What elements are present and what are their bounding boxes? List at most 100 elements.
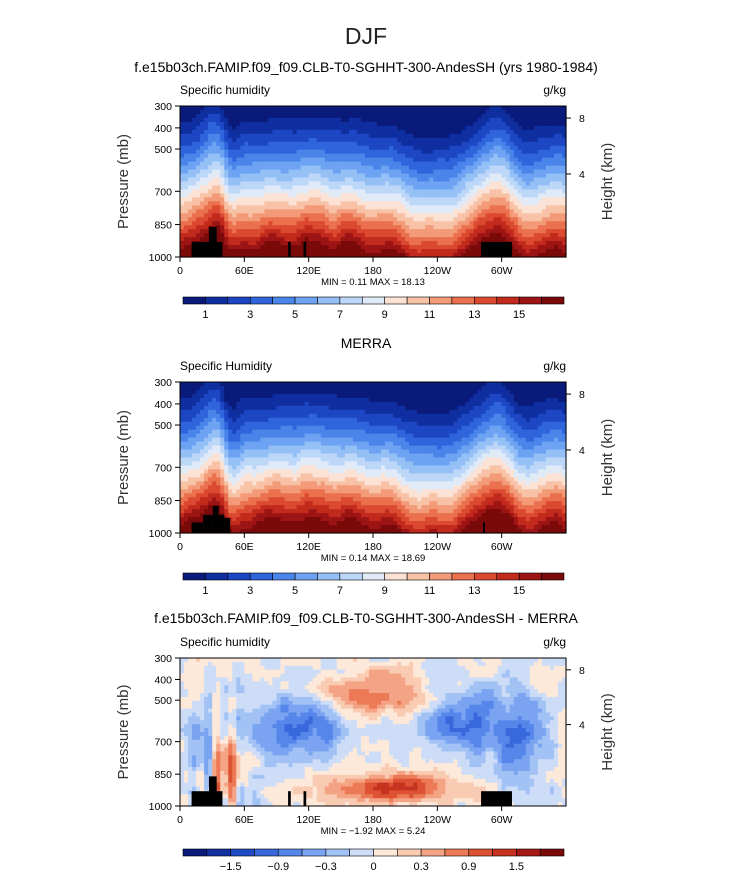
contour-cell — [409, 217, 414, 222]
contour-cell — [252, 146, 257, 151]
contour-cell — [397, 126, 402, 131]
contour-cell — [530, 142, 535, 147]
contour-cell — [490, 394, 495, 399]
contour-cell — [244, 390, 249, 395]
contour-cell — [216, 410, 221, 415]
contour-cell — [393, 170, 398, 175]
contour-cell — [490, 229, 495, 234]
contour-cell — [281, 394, 286, 399]
contour-cell — [333, 386, 338, 391]
contour-cell — [409, 249, 414, 254]
contour-cell — [264, 162, 269, 167]
contour-cell — [244, 406, 249, 411]
contour-cell — [361, 241, 366, 246]
contour-cell — [365, 142, 370, 147]
contour-cell — [401, 217, 406, 222]
contour-cell — [220, 185, 225, 190]
contour-cell — [313, 205, 318, 210]
contour-cell — [486, 134, 491, 139]
contour-cell — [558, 150, 563, 155]
contour-cell — [252, 229, 257, 234]
contour-cell — [409, 130, 414, 135]
contour-cell — [309, 146, 314, 151]
contour-cell — [196, 205, 201, 210]
contour-cell — [293, 249, 298, 254]
contour-cell — [413, 142, 418, 147]
contour-cell — [313, 209, 318, 214]
contour-cell — [192, 158, 197, 163]
contour-cell — [337, 249, 342, 254]
contour-cell — [240, 201, 245, 206]
contour-cell — [196, 225, 201, 230]
contour-cell — [289, 394, 294, 399]
contour-cell — [425, 426, 430, 431]
contour-cell — [309, 418, 314, 423]
contour-cell — [224, 245, 229, 250]
contour-cell — [486, 225, 491, 230]
contour-cell — [216, 106, 221, 111]
contour-cell — [260, 182, 265, 187]
contour-cell — [184, 182, 189, 187]
contour-cell — [256, 398, 261, 403]
contour-cell — [309, 225, 314, 230]
contour-cell — [345, 126, 350, 131]
contour-cell — [413, 382, 418, 387]
contour-cell — [260, 162, 265, 167]
contour-cell — [373, 237, 378, 242]
contour-cell — [445, 229, 450, 234]
contour-cell — [256, 201, 261, 206]
contour-cell — [309, 209, 314, 214]
colorbar-swatch — [430, 297, 452, 304]
contour-cell — [216, 122, 221, 127]
contour-cell — [204, 126, 209, 131]
contour-cell — [277, 245, 282, 250]
contour-cell — [550, 166, 555, 171]
contour-cell — [188, 398, 193, 403]
contour-cell — [236, 142, 241, 147]
contour-cell — [445, 394, 450, 399]
contour-cell — [277, 122, 282, 127]
contour-cell — [482, 426, 487, 431]
contour-cell — [486, 122, 491, 127]
contour-cell — [293, 170, 298, 175]
contour-cell — [369, 382, 374, 387]
contour-cell — [470, 426, 475, 431]
contour-cell — [236, 138, 241, 143]
contour-cell — [437, 158, 442, 163]
contour-cell — [429, 193, 434, 198]
contour-cell — [393, 158, 398, 163]
contour-cell — [224, 197, 229, 202]
contour-cell — [313, 114, 318, 119]
contour-cell — [264, 158, 269, 163]
contour-cell — [494, 134, 499, 139]
contour-cell — [542, 182, 547, 187]
contour-cell — [530, 386, 535, 391]
contour-cell — [393, 122, 398, 127]
contour-cell — [252, 174, 257, 179]
contour-cell — [478, 217, 483, 222]
contour-cell — [474, 138, 479, 143]
contour-cell — [457, 233, 462, 238]
contour-cell — [212, 142, 217, 147]
contour-cell — [272, 410, 277, 415]
contour-cell — [248, 174, 253, 179]
contour-cell — [196, 386, 201, 391]
contour-cell — [486, 114, 491, 119]
contour-cell — [309, 142, 314, 147]
contour-cell — [401, 197, 406, 202]
contour-cell — [224, 205, 229, 210]
contour-cell — [188, 158, 193, 163]
contour-cell — [453, 422, 458, 427]
contour-cell — [534, 142, 539, 147]
contour-cell — [192, 154, 197, 159]
contour-cell — [228, 430, 233, 435]
contour-cell — [228, 434, 233, 439]
contour-cell — [554, 386, 559, 391]
contour-cell — [470, 394, 475, 399]
contour-cell — [333, 229, 338, 234]
contour-cell — [353, 193, 358, 198]
contour-cell — [180, 182, 185, 187]
contour-cell — [264, 217, 269, 222]
contour-cell — [180, 382, 185, 387]
contour-cell — [530, 162, 535, 167]
